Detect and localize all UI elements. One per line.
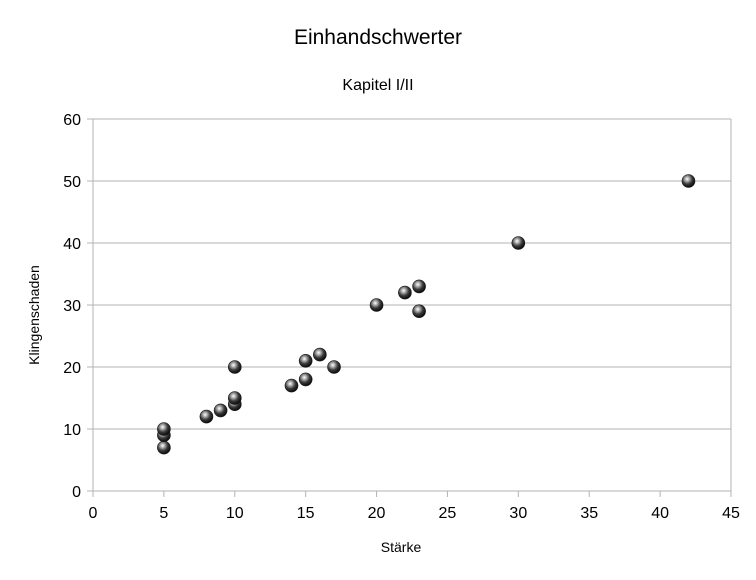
data-points [157, 174, 696, 455]
data-point [298, 353, 313, 368]
y-tick-label: 50 [63, 174, 81, 191]
x-tick-label: 5 [159, 505, 168, 522]
data-point [227, 360, 242, 374]
x-tick-label: 45 [722, 505, 740, 522]
y-tick-label: 60 [63, 112, 81, 129]
data-point [681, 174, 696, 188]
data-point [327, 360, 341, 374]
x-tick-label: 15 [297, 505, 315, 522]
data-point [157, 422, 171, 436]
data-point [313, 347, 327, 362]
data-point [199, 409, 214, 424]
y-axis-label: Klingenschaden [26, 265, 42, 365]
data-point [412, 279, 426, 294]
x-tick-label: 25 [439, 505, 457, 522]
data-point [227, 391, 242, 405]
y-tick-label: 0 [72, 484, 81, 501]
y-tick-label: 40 [63, 236, 81, 253]
data-point [157, 440, 171, 455]
x-tick-label: 40 [651, 505, 669, 522]
x-tick-label: 10 [226, 505, 244, 522]
tick-labels: 0 10 20 30 40 50 60 0 5 10 15 20 25 30 35 40 45 [63, 112, 740, 522]
x-tick-label: 35 [580, 505, 598, 522]
y-tick-label: 30 [63, 298, 81, 315]
data-point [369, 298, 384, 312]
data-point [298, 372, 313, 387]
data-point [398, 285, 412, 300]
x-tick-label: 0 [89, 505, 98, 522]
data-point [213, 403, 228, 418]
y-tick-label: 20 [63, 360, 81, 377]
chart-title: Einhandschwerter [294, 26, 462, 49]
y-tick-label: 10 [63, 422, 81, 439]
gridlines [87, 118, 732, 497]
data-point [412, 304, 426, 319]
data-point [284, 378, 299, 393]
x-axis-label: Stärke [381, 539, 422, 555]
x-tick-label: 20 [368, 505, 386, 522]
data-point [511, 236, 526, 250]
x-tick-label: 30 [509, 505, 527, 522]
chart-subtitle: Kapitel I/II [342, 77, 413, 94]
